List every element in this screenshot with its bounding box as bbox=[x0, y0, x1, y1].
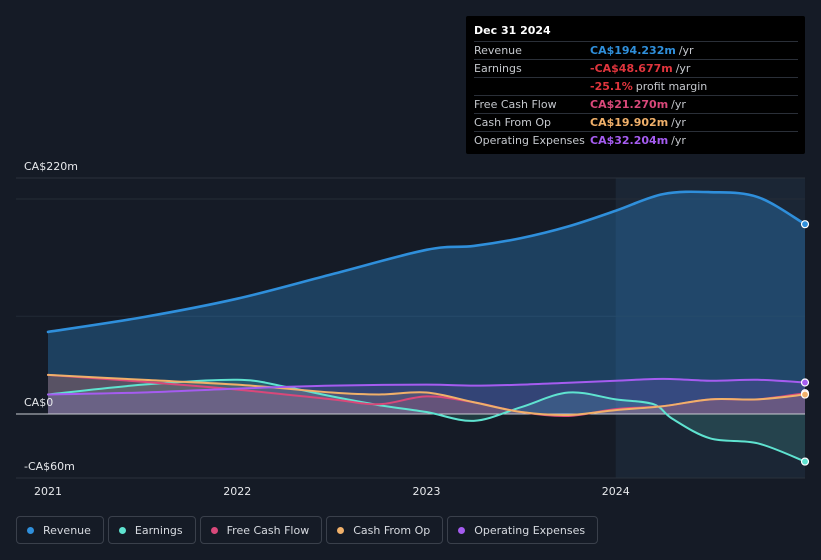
tooltip-row: -25.1% profit margin bbox=[474, 77, 798, 95]
tooltip-row-unit: /yr bbox=[671, 116, 686, 129]
x-tick-label: 2023 bbox=[413, 485, 441, 498]
legend-item-operating-expenses[interactable]: Operating Expenses bbox=[447, 516, 599, 544]
legend: Revenue Earnings Free Cash Flow Cash From O… bbox=[16, 516, 599, 544]
legend-label: Revenue bbox=[43, 523, 91, 537]
series-line-cash-from-op bbox=[47, 373, 806, 417]
x-tick-label: 2021 bbox=[34, 485, 62, 498]
chart: CA$220m CA$0 -CA$60m 2021 2022 2023 2024 bbox=[16, 160, 810, 498]
tooltip-row-unit: /yr bbox=[678, 44, 694, 57]
tooltip-date: Dec 31 2024 bbox=[474, 24, 551, 37]
x-tick-label: 2024 bbox=[602, 485, 630, 498]
tooltip: Dec 31 2024 Revenue CA$194.232m/yr Earning… bbox=[466, 16, 805, 154]
tooltip-row-unit: profit margin bbox=[635, 80, 708, 93]
series-end-point bbox=[800, 220, 810, 229]
tooltip-row: Cash From Op CA$19.902m/yr bbox=[474, 113, 798, 131]
legend-dot-icon bbox=[458, 526, 466, 534]
series-area-free-cash-flow bbox=[48, 374, 805, 417]
legend-label: Earnings bbox=[134, 523, 183, 537]
series-end-point bbox=[800, 457, 810, 466]
legend-label: Operating Expenses bbox=[474, 523, 586, 537]
series-line-revenue bbox=[46, 190, 807, 334]
legend-item-free-cash-flow[interactable]: Free Cash Flow bbox=[199, 516, 323, 544]
tooltip-row: Earnings -CA$48.677m/yr bbox=[474, 59, 798, 77]
tooltip-row-label: Earnings bbox=[474, 62, 522, 75]
tooltip-row-unit: /yr bbox=[671, 134, 686, 147]
tooltip-row-value: -CA$48.677m bbox=[590, 62, 673, 75]
tooltip-row-label: Cash From Op bbox=[474, 116, 552, 129]
tooltip-row-value: CA$194.232m bbox=[590, 44, 676, 57]
tooltip-row-value: CA$32.204m bbox=[590, 134, 669, 147]
tooltip-row: Free Cash Flow CA$21.270m/yr bbox=[474, 95, 798, 113]
series-area-revenue bbox=[48, 191, 805, 414]
tooltip-row-value: CA$19.902m bbox=[590, 116, 669, 129]
tooltip-row-label: Free Cash Flow bbox=[474, 98, 557, 111]
series-end-point bbox=[800, 378, 810, 387]
y-axis-bottom-label: -CA$60m bbox=[24, 460, 75, 473]
tooltip-row-value: CA$21.270m bbox=[590, 98, 669, 111]
legend-dot-icon bbox=[27, 526, 34, 534]
legend-dot-icon bbox=[210, 526, 218, 534]
y-axis-zero-label: CA$0 bbox=[24, 396, 53, 409]
tooltip-row-label: Operating Expenses bbox=[474, 134, 585, 147]
legend-item-earnings[interactable]: Earnings bbox=[107, 516, 196, 544]
tooltip-row-unit: /yr bbox=[671, 98, 686, 111]
series-end-point bbox=[800, 390, 810, 399]
series-line-operating-expenses bbox=[47, 377, 806, 396]
y-axis-top-label: CA$220m bbox=[24, 160, 78, 173]
legend-dot-icon bbox=[337, 526, 345, 534]
tooltip-row: Revenue CA$194.232m/yr bbox=[474, 41, 798, 59]
legend-item-cash-from-op[interactable]: Cash From Op bbox=[326, 516, 444, 544]
tooltip-row-unit: /yr bbox=[675, 62, 691, 75]
tooltip-row-value: -25.1% bbox=[590, 80, 633, 93]
tooltip-row: Operating Expenses CA$32.204m/yr bbox=[474, 131, 798, 149]
series-line-earnings bbox=[47, 378, 806, 463]
legend-label: Free Cash Flow bbox=[226, 523, 310, 537]
legend-item-revenue[interactable]: Revenue bbox=[16, 516, 104, 544]
legend-dot-icon bbox=[118, 526, 126, 534]
x-tick-label: 2022 bbox=[223, 485, 251, 498]
tooltip-row-label: Revenue bbox=[474, 44, 522, 57]
highlight-region bbox=[615, 178, 805, 478]
legend-label: Cash From Op bbox=[353, 523, 431, 537]
